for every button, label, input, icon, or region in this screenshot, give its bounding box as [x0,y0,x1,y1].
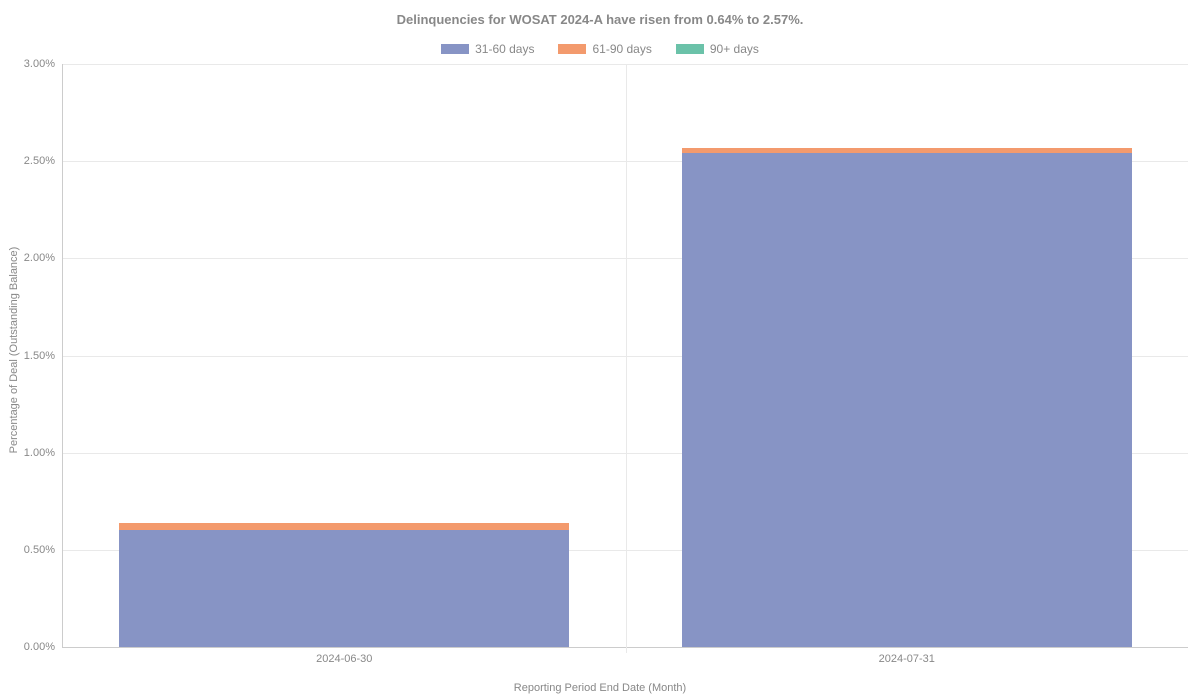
x-tick-label: 2024-07-31 [879,653,935,665]
legend-label: 61-90 days [592,42,651,56]
legend: 31-60 days 61-90 days 90+ days [0,42,1200,56]
y-tick-label: 0.50% [24,544,63,556]
plot-area: 0.00%0.50%1.00%1.50%2.00%2.50%3.00%2024-… [62,64,1188,648]
legend-swatch [676,44,704,54]
y-tick-label: 0.00% [24,641,63,653]
bar [682,64,1132,647]
x-tick-label: 2024-06-30 [316,653,372,665]
legend-swatch [441,44,469,54]
x-axis-label: Reporting Period End Date (Month) [0,682,1200,694]
legend-item: 31-60 days [441,42,534,56]
legend-item: 61-90 days [558,42,651,56]
bar [119,64,569,647]
bar-segment [682,148,1132,154]
legend-label: 90+ days [710,42,759,56]
chart-title: Delinquencies for WOSAT 2024-A have rise… [0,12,1200,27]
y-tick-label: 2.50% [24,155,63,167]
y-tick-label: 2.00% [24,252,63,264]
legend-label: 31-60 days [475,42,534,56]
bar-segment [119,523,569,531]
legend-swatch [558,44,586,54]
bar-segment [119,530,569,647]
y-tick-label: 1.00% [24,447,63,459]
legend-item: 90+ days [676,42,759,56]
y-tick-label: 3.00% [24,58,63,70]
delinquency-chart: Delinquencies for WOSAT 2024-A have rise… [0,0,1200,700]
y-axis-label: Percentage of Deal (Outstanding Balance) [8,247,20,454]
y-tick-label: 1.50% [24,350,63,362]
category-separator [626,64,627,653]
bar-segment [682,153,1132,647]
